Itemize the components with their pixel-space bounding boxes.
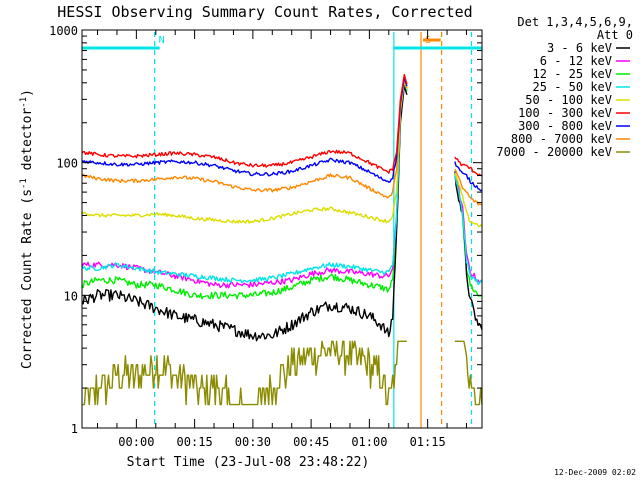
series-line-5-1: [454, 156, 483, 177]
x-axis-label: Start Time (23-Jul-08 23:48:22): [127, 455, 370, 470]
x-tick-label-4: 01:00: [351, 435, 387, 449]
series-layer: [81, 73, 483, 406]
y-axis-label-sup2: -1: [19, 97, 29, 108]
y-axis-label-main: Corrected Count Rate (s: [20, 189, 35, 369]
x-axis: 00:00 00:15 00:30 00:45 01:00 01:15: [97, 30, 467, 449]
x-tick-label-1: 00:15: [177, 435, 213, 449]
x-tick-label-0: 00:00: [118, 435, 154, 449]
series-line-4-0: [81, 79, 408, 224]
series-line-8-0: [82, 340, 407, 406]
series-line-6-0: [81, 76, 408, 183]
date-stamp: 12-Dec-2009 02:02: [554, 468, 636, 477]
series-line-5-0: [81, 73, 408, 174]
y-axis-label: Corrected Count Rate (s-1 detector-1): [19, 89, 35, 369]
marker-label-n: N: [159, 35, 165, 46]
legend-label-4: 50 - 100 keV: [525, 93, 612, 107]
y-tick-label-0: 1: [71, 422, 78, 436]
series-line-2-0: [81, 82, 408, 300]
series-line-4-1: [454, 172, 483, 228]
y-axis-label-end: ): [20, 89, 35, 97]
legend-label-0: 3 - 6 keV: [547, 41, 612, 55]
series-line-8-1: [454, 340, 483, 406]
x-tick-label-3: 00:45: [293, 435, 329, 449]
chart-title: HESSI Observing Summary Count Rates, Cor…: [57, 3, 472, 21]
series-line-6-1: [454, 161, 483, 192]
series-line-0-1: [454, 171, 483, 331]
series-line-3-0: [81, 80, 408, 284]
series-line-1-0: [81, 79, 408, 289]
legend-label-7: 800 - 7000 keV: [511, 132, 612, 146]
legend-label-3: 25 - 50 keV: [533, 80, 612, 94]
x-tick-label-5: 01:15: [410, 435, 446, 449]
y-tick-label-1: 10: [64, 289, 78, 303]
legend-label-6: 300 - 800 keV: [518, 119, 612, 133]
series-line-7-0: [81, 77, 408, 199]
y-tick-label-2: 100: [56, 157, 78, 171]
y-tick-label-3: 1000: [49, 24, 78, 38]
legend-title-1: Det 1,3,4,5,6,9,: [517, 15, 633, 29]
series-line-0-0: [81, 84, 408, 342]
legend-label-8: 7000 - 20000 keV: [496, 145, 612, 159]
plot-area: NS: [82, 32, 482, 428]
legend-label-2: 12 - 25 keV: [533, 67, 612, 81]
series-line-3-1: [454, 172, 483, 286]
legend-label-5: 100 - 300 keV: [518, 106, 612, 120]
series-line-7-1: [454, 168, 483, 206]
legend-title-2: Att 0: [597, 28, 633, 42]
x-tick-label-2: 00:30: [235, 435, 271, 449]
plot-frame: [81, 29, 483, 429]
legend-label-1: 6 - 12 keV: [540, 54, 612, 68]
y-axis-label-sup1: -1: [19, 178, 29, 189]
y-axis: 1 10 100 1000: [49, 24, 482, 436]
y-axis-label-mid: detector: [20, 108, 35, 179]
